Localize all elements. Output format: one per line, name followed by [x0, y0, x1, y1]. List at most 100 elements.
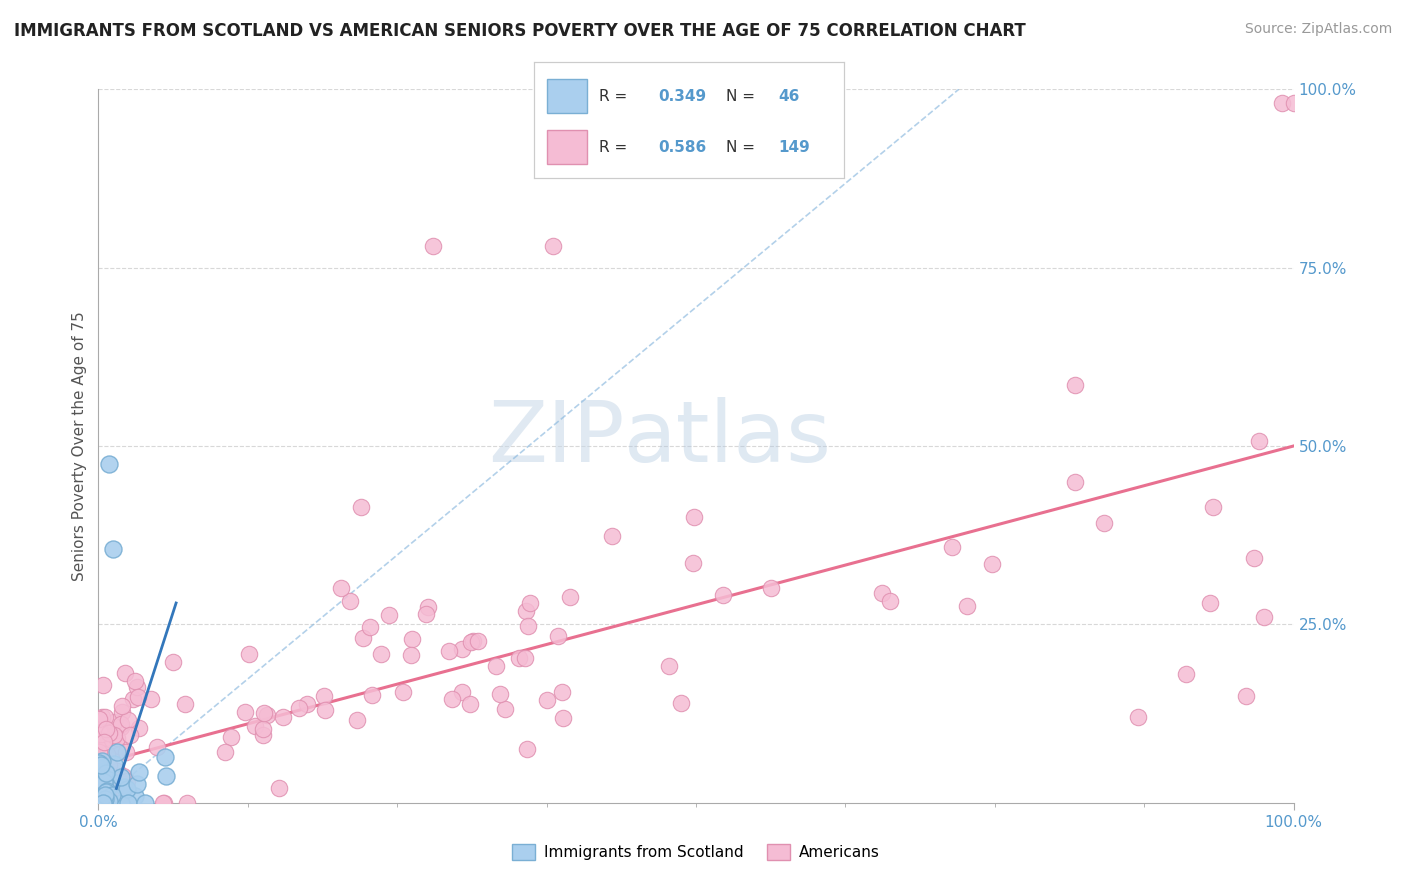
Point [508, 651, 530, 665]
Point [711, 589, 734, 603]
Point [89, 796, 111, 810]
Point [458, 698, 481, 712]
Point [87, 756, 110, 770]
Text: 46: 46 [779, 88, 800, 103]
Point [600, 529, 623, 543]
Point [100, 785, 122, 799]
Point [121, 692, 143, 706]
Point [352, 632, 374, 646]
Point [90, 756, 112, 770]
Point [89, 772, 111, 787]
Point [89, 775, 111, 789]
Point [485, 659, 508, 673]
Point [93, 775, 115, 789]
Point [1175, 667, 1198, 681]
Bar [547, 78, 586, 113]
Point [418, 600, 440, 615]
Point [94, 736, 117, 750]
Point [370, 647, 392, 661]
Point [238, 647, 260, 661]
Point [450, 642, 472, 657]
Point [105, 742, 128, 756]
Point [253, 706, 276, 721]
Point [314, 703, 336, 717]
Point [392, 684, 415, 698]
Point [87, 745, 110, 759]
Point [124, 674, 146, 689]
Point [110, 796, 132, 810]
Point [467, 633, 489, 648]
Point [233, 705, 256, 719]
Point [252, 728, 274, 742]
Y-axis label: Seniors Poverty Over the Age of 75: Seniors Poverty Over the Age of 75 [72, 311, 87, 581]
Point [1282, 96, 1305, 111]
Point [879, 594, 901, 608]
Point [450, 685, 472, 699]
Point [1092, 516, 1115, 530]
Point [515, 604, 537, 618]
Text: 0.349: 0.349 [658, 88, 706, 103]
Point [125, 680, 148, 694]
Bar [547, 129, 586, 164]
Point [547, 629, 569, 643]
Point [440, 691, 463, 706]
Point [359, 620, 381, 634]
Point [89, 793, 111, 807]
Point [105, 745, 128, 759]
Point [271, 710, 294, 724]
Point [1202, 500, 1225, 514]
Text: atlas: atlas [624, 397, 832, 481]
Point [103, 729, 125, 743]
Point [401, 632, 423, 647]
Point [90, 796, 112, 810]
Point [98, 726, 121, 740]
Point [90, 796, 112, 810]
Point [519, 596, 541, 610]
Text: Source: ZipAtlas.com: Source: ZipAtlas.com [1244, 22, 1392, 37]
Point [1064, 475, 1087, 489]
Point [90, 710, 112, 724]
Point [267, 780, 290, 795]
Point [110, 717, 132, 731]
Point [1247, 434, 1270, 448]
Point [682, 510, 704, 524]
Point [98, 758, 121, 772]
Point [96, 723, 118, 737]
Point [94, 796, 117, 810]
Point [288, 701, 311, 715]
Point [174, 697, 197, 711]
Point [128, 764, 150, 779]
Point [329, 582, 352, 596]
Point [98, 794, 121, 808]
Point [941, 540, 963, 554]
Point [658, 658, 681, 673]
Point [87, 756, 110, 771]
Point [378, 608, 401, 623]
Point [94, 796, 117, 810]
Point [94, 785, 117, 799]
Point [93, 775, 115, 789]
Point [214, 745, 236, 759]
Point [94, 765, 117, 780]
Point [91, 796, 114, 810]
Point [460, 635, 482, 649]
Text: IMMIGRANTS FROM SCOTLAND VS AMERICAN SENIORS POVERTY OVER THE AGE OF 75 CORRELAT: IMMIGRANTS FROM SCOTLAND VS AMERICAN SEN… [14, 22, 1026, 40]
Point [98, 796, 121, 810]
Point [112, 769, 135, 783]
Point [461, 634, 484, 648]
Point [553, 711, 575, 725]
Point [89, 731, 111, 746]
Point [1243, 551, 1265, 566]
Point [87, 796, 110, 810]
Point [96, 790, 118, 805]
Point [120, 728, 142, 742]
Point [111, 699, 134, 714]
Point [346, 713, 368, 727]
Point [90, 727, 112, 741]
Point [541, 239, 564, 253]
Point [101, 733, 124, 747]
Point [110, 770, 132, 784]
Point [870, 586, 893, 600]
Point [112, 780, 135, 795]
Point [134, 796, 156, 810]
